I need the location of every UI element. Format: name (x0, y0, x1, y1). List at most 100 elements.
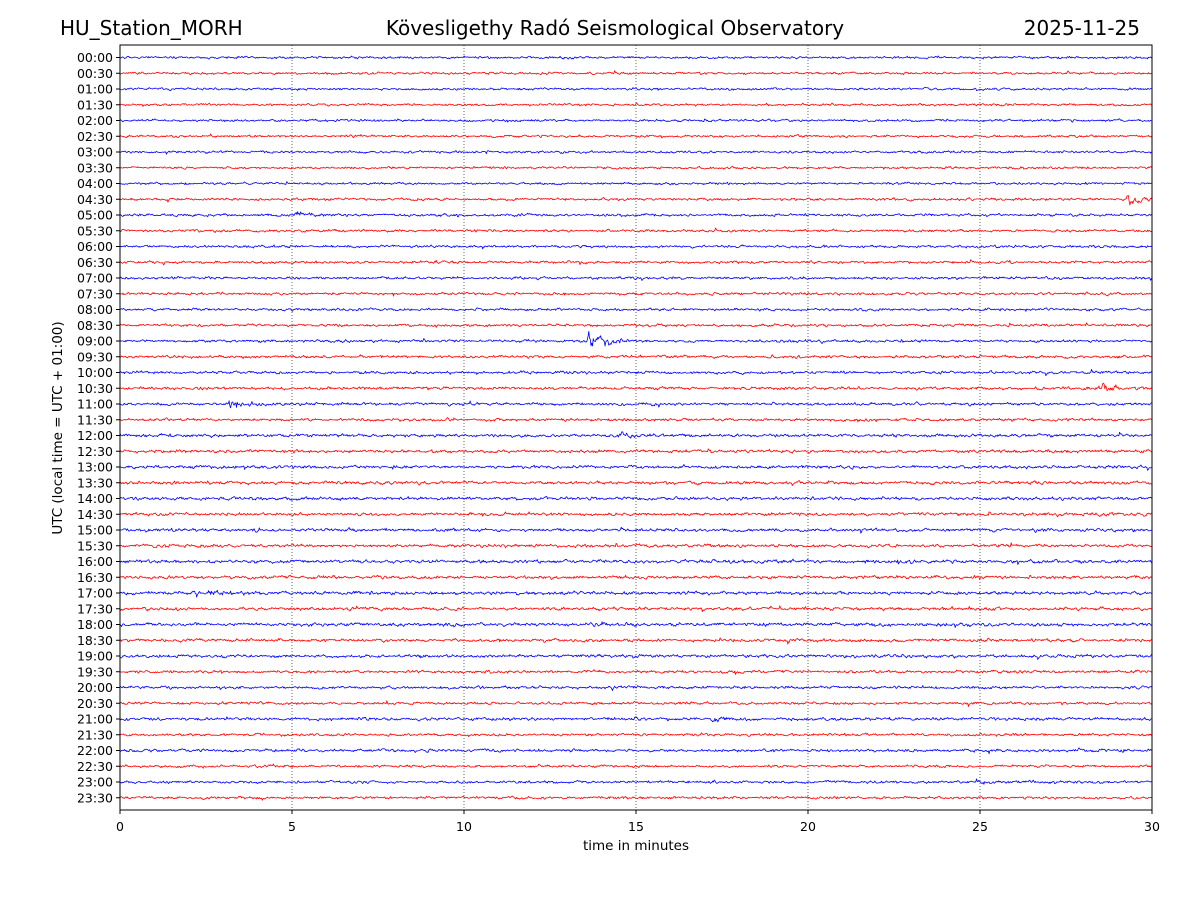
x-tick-label: 30 (1144, 819, 1160, 834)
y-tick-label-1100: 11:00 (77, 397, 113, 412)
trace-0800 (119, 307, 1152, 312)
trace-0930 (119, 354, 1153, 359)
x-tick-label: 5 (288, 819, 296, 834)
y-tick-label-0130: 01:30 (77, 97, 113, 112)
y-tick-label-0830: 08:30 (77, 318, 113, 333)
trace-1430 (119, 511, 1153, 518)
trace-0600 (119, 244, 1153, 250)
x-tick-label: 0 (116, 819, 124, 834)
y-tick-label-1200: 12:00 (77, 428, 113, 443)
y-tick-label-2130: 21:30 (77, 727, 113, 742)
y-tick-label-2200: 22:00 (77, 743, 113, 758)
y-tick-label-1030: 10:30 (77, 381, 113, 396)
y-tick-label-1630: 16:30 (77, 570, 113, 585)
trace-0730 (119, 291, 1153, 297)
x-tick-label: 20 (800, 819, 816, 834)
trace-2330 (119, 795, 1153, 801)
trace-1030 (119, 382, 1153, 391)
trace-1530 (119, 542, 1153, 549)
y-tick-label-2030: 20:30 (77, 696, 113, 711)
x-tick-label: 25 (972, 819, 988, 834)
trace-1500 (119, 526, 1153, 534)
trace-1900 (119, 653, 1153, 660)
trace-0530 (119, 227, 1153, 234)
y-tick-label-1800: 18:00 (77, 617, 113, 632)
y-tick-label-1930: 19:30 (77, 664, 113, 679)
trace-1800 (119, 621, 1153, 628)
y-tick-label-1500: 15:00 (77, 523, 113, 538)
x-axis-label: time in minutes (583, 838, 689, 854)
y-tick-label-1830: 18:30 (77, 633, 113, 648)
y-tick-label-0700: 07:00 (77, 271, 113, 286)
trace-2230 (119, 763, 1153, 769)
trace-0700 (119, 275, 1153, 281)
y-tick-label-1900: 19:00 (77, 649, 113, 664)
trace-1700 (119, 589, 1153, 598)
y-tick-label-0200: 02:00 (77, 113, 113, 128)
trace-1230 (119, 448, 1153, 454)
y-tick-label-2330: 23:30 (77, 790, 113, 805)
y-tick-label-0500: 05:00 (77, 208, 113, 223)
y-tick-label-1000: 10:00 (77, 365, 113, 380)
trace-1600 (119, 558, 1153, 565)
y-tick-label-1530: 15:30 (77, 538, 113, 553)
trace-0100 (119, 87, 1153, 92)
y-axis-ticks: 00:0000:3001:0001:3002:0002:3003:0003:30… (77, 50, 120, 805)
trace-2300 (119, 778, 1153, 785)
trace-1400 (119, 496, 1153, 501)
x-axis-ticks: 0 5 10 15 20 25 30 (116, 810, 1160, 834)
y-tick-label-1430: 14:30 (77, 507, 113, 522)
trace-1300 (119, 464, 1153, 471)
trace-0500 (119, 211, 1153, 218)
trace-0200 (119, 118, 1153, 123)
trace-0300 (119, 150, 1153, 155)
y-tick-label-1400: 14:00 (77, 491, 113, 506)
trace-0030 (119, 70, 1153, 76)
trace-2000 (119, 685, 1153, 691)
y-tick-label-2100: 21:00 (77, 712, 113, 727)
y-tick-label-0530: 05:30 (77, 223, 113, 238)
y-tick-label-2230: 22:30 (77, 759, 113, 774)
trace-1330 (119, 480, 1153, 486)
trace-2030 (119, 700, 1153, 707)
y-tick-label-2000: 20:00 (77, 680, 113, 695)
y-tick-label-0100: 01:00 (77, 82, 113, 97)
chart-title: Kövesligethy Radó Seismological Observat… (386, 16, 844, 40)
y-tick-label-1700: 17:00 (77, 586, 113, 601)
plot-frame (119, 44, 1153, 811)
trace-1930 (119, 669, 1153, 675)
y-tick-label-0030: 00:30 (77, 66, 113, 81)
y-tick-label-0000: 00:00 (77, 50, 113, 65)
trace-1000 (119, 368, 1153, 377)
y-tick-label-1300: 13:00 (77, 460, 113, 475)
y-tick-label-0730: 07:30 (77, 286, 113, 301)
trace-1730 (119, 605, 1153, 613)
y-tick-label-0330: 03:30 (77, 160, 113, 175)
trace-group (119, 55, 1153, 801)
y-tick-label-0630: 06:30 (77, 255, 113, 270)
x-tick-label: 15 (628, 819, 644, 834)
trace-1130 (119, 417, 1153, 423)
trace-2200 (119, 747, 1153, 755)
trace-0000 (119, 55, 1153, 60)
y-tick-label-0430: 04:30 (77, 192, 113, 207)
trace-0900 (119, 331, 1153, 347)
station-label: HU_Station_MORH (60, 16, 243, 40)
vertical-grid (291, 45, 981, 810)
trace-1100 (119, 400, 1153, 409)
y-tick-label-0400: 04:00 (77, 176, 113, 191)
y-tick-label-1230: 12:30 (77, 444, 113, 459)
y-tick-label-1600: 16:00 (77, 554, 113, 569)
trace-1830 (119, 637, 1153, 645)
date-label: 2025-11-25 (1024, 16, 1140, 40)
trace-2100 (119, 716, 1153, 723)
trace-0830 (119, 322, 1153, 328)
y-tick-label-0230: 02:30 (77, 129, 113, 144)
trace-1200 (119, 431, 1153, 439)
y-tick-label-1130: 11:30 (77, 412, 113, 427)
y-tick-label-0300: 03:00 (77, 145, 113, 160)
y-tick-label-0930: 09:30 (77, 349, 113, 364)
y-tick-label-1730: 17:30 (77, 601, 113, 616)
y-axis-label: UTC (local time = UTC + 01:00) (50, 321, 66, 534)
